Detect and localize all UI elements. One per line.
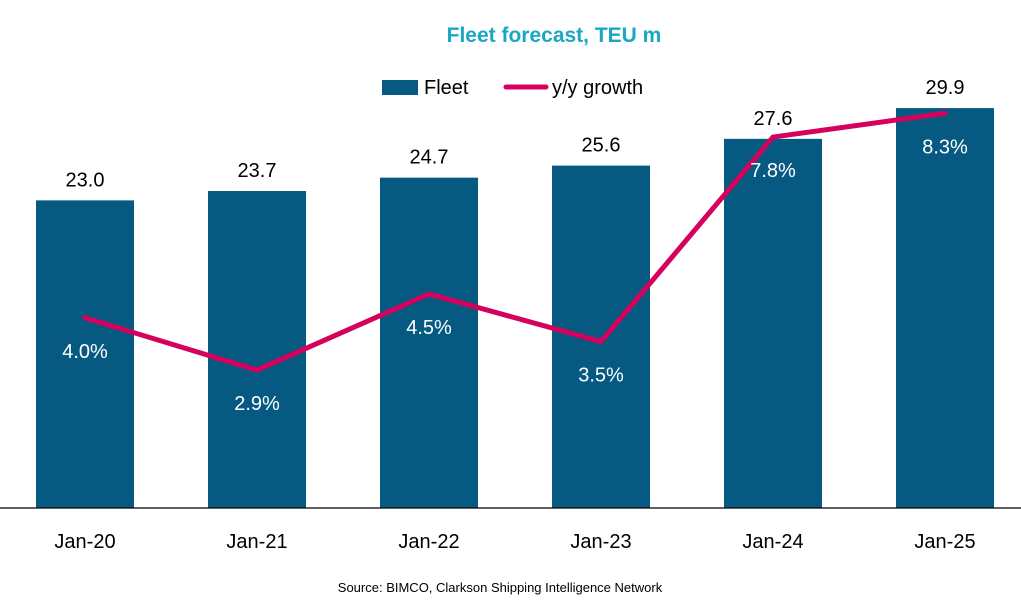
source-note: Source: BIMCO, Clarkson Shipping Intelli… bbox=[338, 580, 663, 595]
growth-value-label: 8.3% bbox=[922, 136, 968, 158]
growth-point bbox=[598, 339, 604, 345]
growth-point bbox=[254, 367, 260, 373]
bar-value-label: 23.7 bbox=[238, 160, 277, 182]
x-tick-label: Jan-22 bbox=[398, 531, 459, 553]
bar-value-label: 27.6 bbox=[754, 108, 793, 130]
x-tick-label: Jan-23 bbox=[570, 531, 631, 553]
growth-value-label: 7.8% bbox=[750, 160, 796, 182]
legend-fleet-swatch bbox=[382, 80, 418, 95]
growth-value-label: 4.0% bbox=[62, 341, 108, 363]
growth-line-layer bbox=[82, 110, 948, 373]
bar-value-label: 24.7 bbox=[410, 147, 449, 169]
labels-layer: 23.0 23.7 24.7 25.6 27.6 29.9 4.0% 2.9% 4.5% 3.5%… bbox=[62, 77, 968, 415]
x-tick-label: Jan-21 bbox=[226, 531, 287, 553]
x-tick-label: Jan-25 bbox=[914, 531, 975, 553]
chart-title: Fleet forecast, TEU m bbox=[447, 24, 662, 47]
bar-fleet-jan-22 bbox=[380, 177, 478, 508]
growth-point bbox=[942, 110, 948, 116]
growth-point bbox=[770, 134, 776, 140]
growth-point bbox=[426, 291, 432, 297]
growth-line bbox=[82, 110, 948, 373]
bar-fleet-jan-23 bbox=[552, 165, 650, 508]
bar-value-label: 29.9 bbox=[926, 77, 965, 99]
bar-value-label: 23.0 bbox=[66, 169, 105, 191]
bar-fleet-jan-25 bbox=[896, 108, 994, 509]
growth-value-label: 3.5% bbox=[578, 365, 624, 387]
legend-fleet-label: Fleet bbox=[424, 77, 469, 99]
bars-layer bbox=[36, 108, 994, 509]
growth-point bbox=[82, 315, 88, 321]
x-tick-label: Jan-20 bbox=[54, 531, 115, 553]
bar-fleet-jan-20 bbox=[36, 200, 134, 508]
bar-fleet-jan-21 bbox=[208, 191, 306, 508]
growth-value-label: 2.9% bbox=[234, 393, 280, 415]
bar-fleet-jan-24 bbox=[724, 138, 822, 508]
legend: Fleet y/y growth bbox=[382, 77, 643, 99]
x-tick-label: Jan-24 bbox=[742, 531, 803, 553]
legend-growth-label: y/y growth bbox=[552, 77, 643, 99]
bar-value-label: 25.6 bbox=[582, 135, 621, 157]
growth-value-label: 4.5% bbox=[406, 317, 452, 339]
x-ticks: Jan-20 Jan-21 Jan-22 Jan-23 Jan-24 Jan-25 bbox=[54, 531, 975, 553]
